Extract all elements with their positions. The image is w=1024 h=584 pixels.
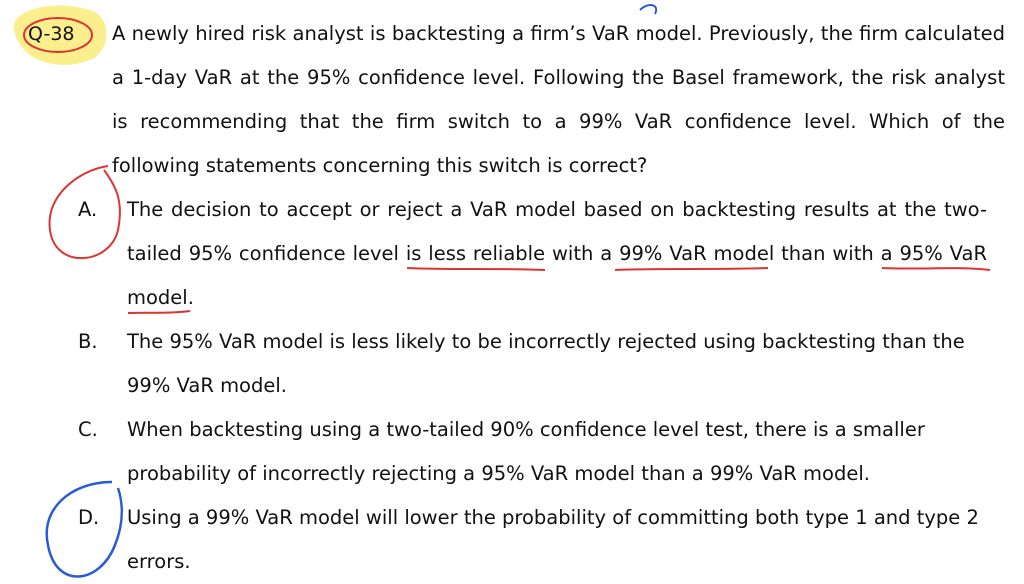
- highlight: [13, 5, 107, 65]
- question-line: is recommending that the firm switch to …: [112, 110, 1005, 133]
- option-label: C.: [78, 418, 98, 441]
- option-line: The decision to accept or reject a VaR m…: [127, 198, 987, 221]
- question-number: Q-38: [28, 23, 75, 45]
- question-line: A newly hired risk analyst is backtestin…: [112, 22, 1005, 45]
- option-line: 99% VaR model.: [127, 374, 287, 397]
- pen-mark: [639, 4, 658, 15]
- option-line: probability of incorrectly rejecting a 9…: [127, 462, 870, 485]
- option-line: errors.: [127, 550, 191, 573]
- option-line: When backtesting using a two-tailed 90% …: [127, 418, 925, 441]
- option-label: D.: [78, 506, 100, 529]
- question-line: following statements concerning this swi…: [112, 154, 648, 177]
- option-label: B.: [78, 330, 98, 353]
- option-line: Using a 99% VaR model will lower the pro…: [127, 506, 979, 529]
- option-line: The 95% VaR model is less likely to be i…: [127, 330, 965, 353]
- option-label: A.: [78, 198, 98, 221]
- circle-mark: [45, 480, 123, 578]
- circle-mark: [48, 165, 121, 260]
- circle-mark: [23, 17, 93, 53]
- question-line: a 1-day VaR at the 95% confidence level.…: [112, 66, 1005, 89]
- option-line: model.: [127, 286, 194, 309]
- option-line: tailed 95% confidence level is less reli…: [127, 242, 987, 265]
- underline: [127, 267, 991, 314]
